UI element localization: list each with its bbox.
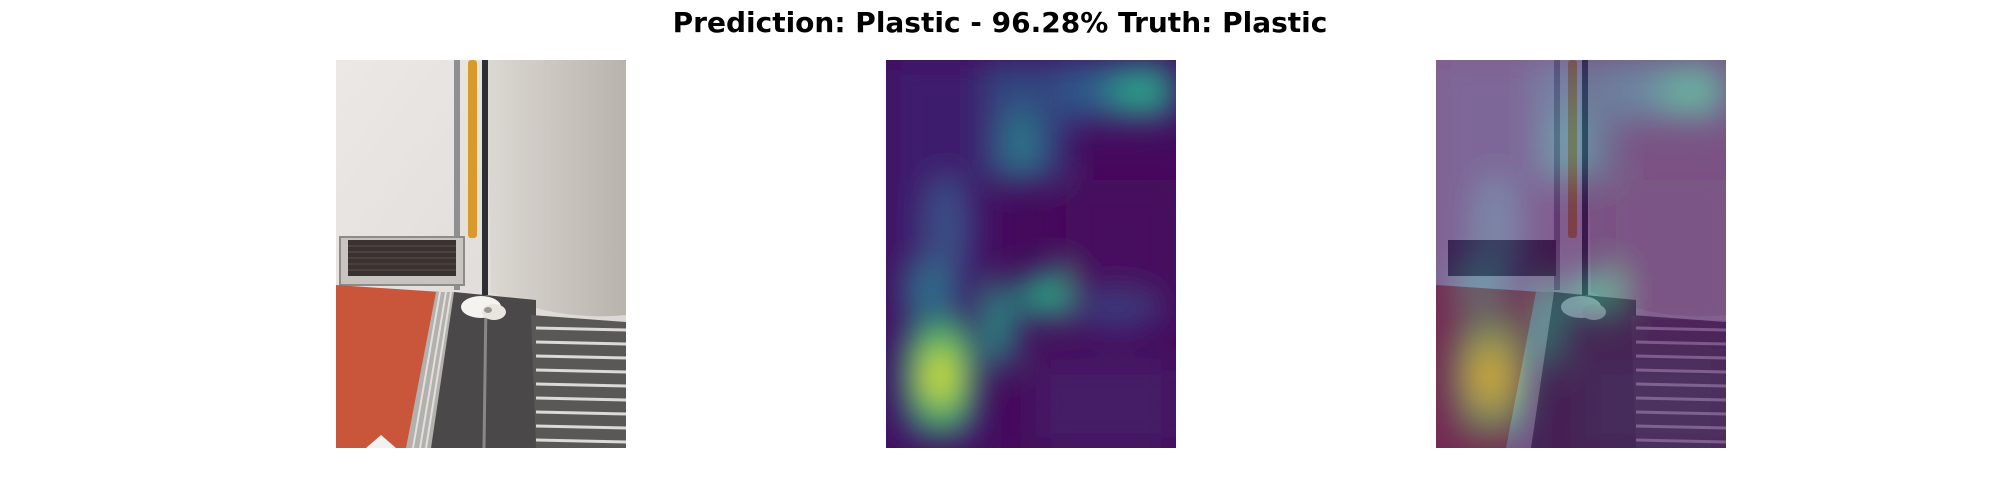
original-image <box>336 60 626 448</box>
heatmap-overlay-image <box>1436 60 1726 448</box>
overlay-panel <box>1436 60 1726 448</box>
original-image-panel <box>336 60 626 448</box>
figure-title: Prediction: Plastic - 96.28% Truth: Plas… <box>672 6 1328 39</box>
heatmap-panel <box>886 60 1176 448</box>
activation-heatmap <box>886 60 1176 448</box>
